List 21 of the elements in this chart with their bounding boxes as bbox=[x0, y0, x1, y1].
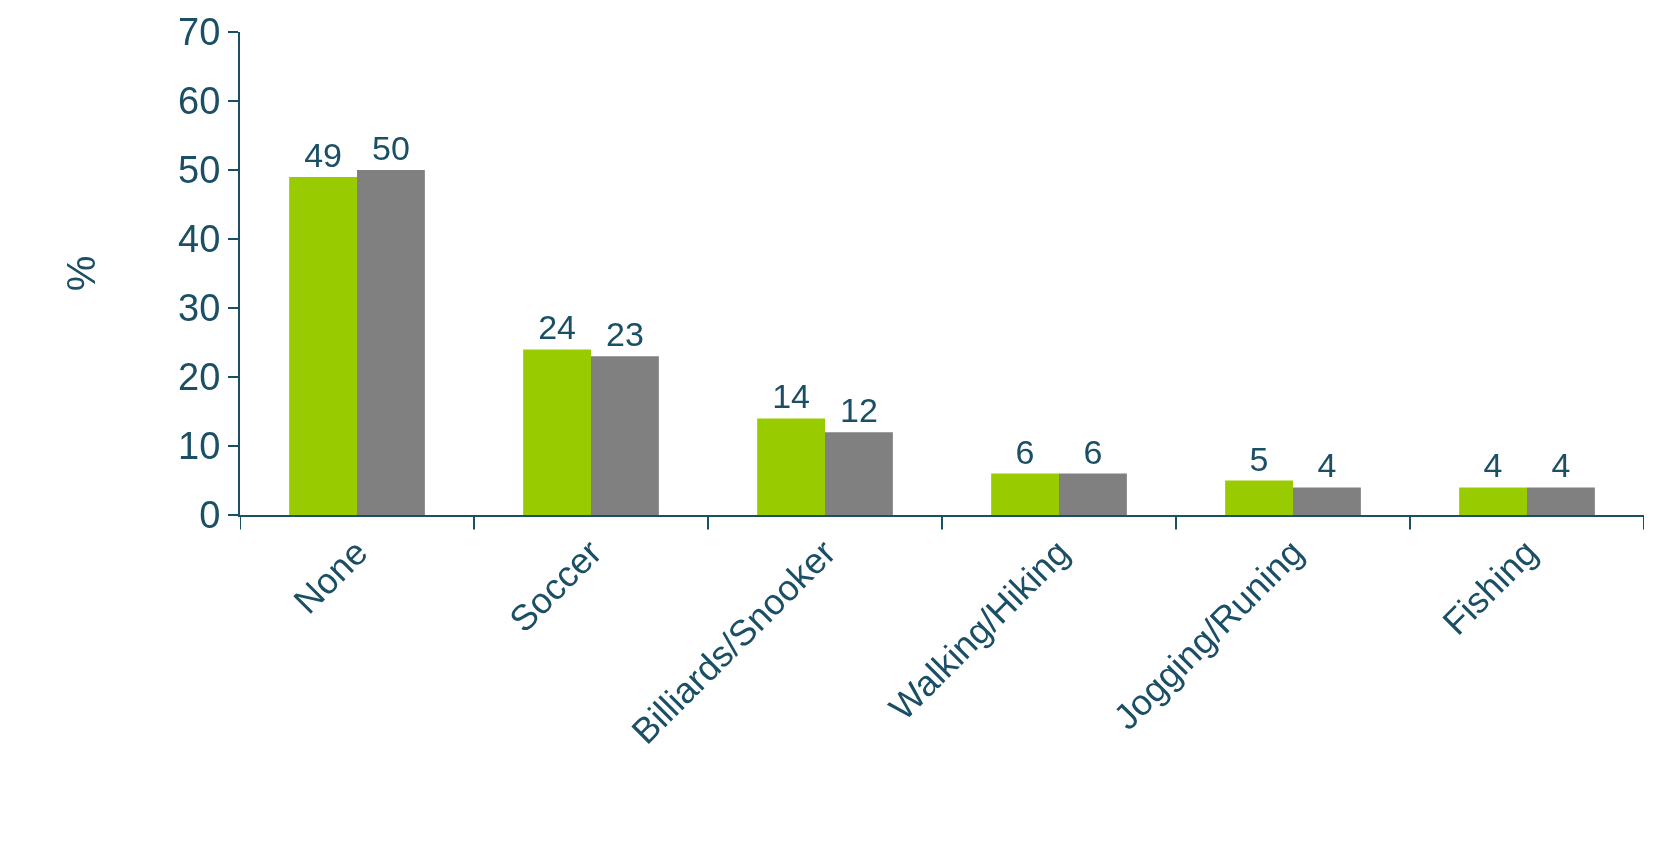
y-tick-label: 60 bbox=[178, 80, 221, 123]
data-label: 6 bbox=[1015, 432, 1035, 471]
y-tick-label: 70 bbox=[178, 11, 221, 54]
data-label: 24 bbox=[538, 308, 576, 347]
y-tick-label: 20 bbox=[178, 356, 221, 399]
data-label: 50 bbox=[372, 129, 410, 167]
data-label: 4 bbox=[1551, 446, 1571, 485]
data-label: 4 bbox=[1317, 446, 1337, 485]
data-label: 6 bbox=[1083, 432, 1103, 471]
data-label: 12 bbox=[840, 391, 878, 430]
data-label: 23 bbox=[606, 315, 644, 354]
y-tick-label: 40 bbox=[178, 218, 221, 261]
y-tick-label: 10 bbox=[178, 425, 221, 468]
data-label: 49 bbox=[304, 135, 342, 174]
y-axis-title: % bbox=[59, 255, 104, 292]
data-label: 5 bbox=[1249, 439, 1269, 478]
y-tick-label: 50 bbox=[178, 149, 221, 192]
y-tick-label: 30 bbox=[178, 287, 221, 330]
data-label: 14 bbox=[772, 377, 810, 416]
y-tick-label: 0 bbox=[199, 494, 221, 537]
data-label: 4 bbox=[1483, 446, 1503, 485]
